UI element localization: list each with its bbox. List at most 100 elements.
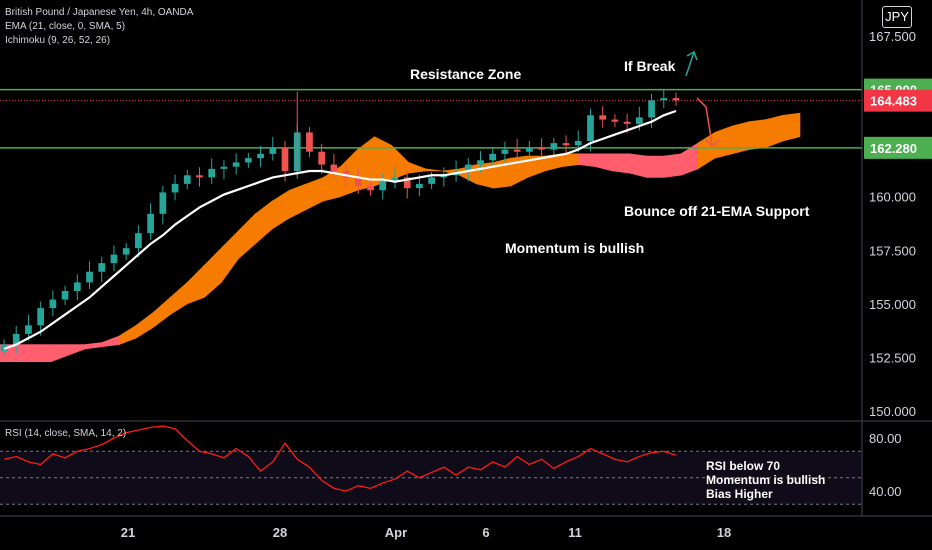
candle-body	[623, 121, 631, 124]
candle-body	[489, 153, 497, 161]
candle-body	[306, 132, 313, 152]
ichimoku-cloud-segment	[646, 155, 665, 178]
ichimoku-cloud-segment	[152, 296, 171, 329]
candle-body	[550, 143, 558, 150]
candle-body	[37, 308, 45, 326]
ichimoku-cloud-segment	[408, 161, 426, 174]
candle-body	[513, 149, 521, 152]
candle-body	[86, 271, 93, 283]
breakout-arrow-up	[685, 51, 695, 77]
ichimoku-cloud-segment	[135, 311, 154, 339]
price-tag-label: 164.483	[870, 94, 917, 109]
candle-body	[391, 177, 399, 182]
rsi-indicator-label[interactable]: RSI (14, close, SMA, 14, 2)	[5, 428, 127, 439]
candle-body	[25, 325, 32, 334]
candle-body	[135, 233, 142, 249]
rsi-tick-label: 40.00	[869, 484, 902, 499]
rsi-band	[0, 451, 862, 505]
candle-body	[61, 291, 69, 300]
ichimoku-cloud-segment	[765, 114, 784, 148]
ichimoku-cloud-segment	[493, 157, 511, 189]
ichimoku-cloud-segment	[220, 230, 239, 284]
rsi-note-line: Bias Higher	[706, 487, 773, 501]
candle-body	[574, 141, 582, 146]
ema-indicator-label[interactable]: EMA (21, close, 0, SMA, 5)	[5, 21, 126, 32]
candle-body	[648, 100, 655, 118]
symbol-title[interactable]: British Pound / Japanese Yen, 4h, OANDA	[5, 7, 194, 18]
candle-body	[354, 177, 362, 186]
ichimoku-cloud-segment	[186, 264, 205, 305]
ichimoku-cloud-segment	[697, 131, 716, 170]
rsi-note-line: RSI below 70	[706, 459, 781, 473]
rsi-tick-label: 80.00	[869, 431, 902, 446]
price-tick-label: 167.500	[869, 29, 916, 44]
ichimoku-cloud-segment	[289, 183, 307, 219]
candle-body	[49, 299, 57, 309]
candle-body	[12, 333, 20, 345]
time-tick-label: Apr	[385, 525, 407, 540]
price-tick-label: 155.000	[869, 297, 916, 312]
ichimoku-cloud-segment	[237, 213, 256, 260]
time-tick-label: 6	[482, 525, 489, 540]
bounce-arrow-down	[696, 97, 713, 145]
candle-body	[98, 263, 106, 272]
candle-body	[367, 186, 374, 191]
rsi-pane[interactable]	[0, 425, 862, 505]
if-break-label: If Break	[624, 58, 676, 74]
candle-body	[403, 177, 411, 189]
time-tick-label: 11	[568, 525, 582, 540]
ichimoku-cloud-segment	[306, 176, 324, 211]
chart-legend: British Pound / Japanese Yen, 4h, OANDA …	[5, 6, 193, 48]
price-tag[interactable]: 164.483	[864, 89, 932, 112]
candle-body	[183, 175, 191, 184]
candle-body	[416, 183, 423, 189]
candle-body	[281, 147, 289, 171]
ichimoku-cloud-segment	[612, 153, 631, 174]
price-tag[interactable]: 162.280	[864, 136, 932, 159]
candle-body	[538, 147, 545, 150]
candle-body	[110, 254, 118, 264]
ichimoku-cloud-segment	[578, 153, 597, 168]
candle-body	[147, 213, 154, 234]
candle-body	[232, 162, 240, 167]
price-tick-label: 157.500	[869, 243, 916, 258]
candle-body	[159, 192, 167, 214]
ichimoku-cloud-segment	[169, 281, 188, 316]
candle-body	[562, 143, 570, 146]
bounce-label: Bounce off 21-EMA Support	[624, 203, 810, 219]
ichimoku-cloud-segment	[561, 153, 580, 168]
candle-body	[269, 147, 277, 154]
candle-body	[464, 164, 472, 171]
candle-body	[599, 115, 607, 120]
candle-body	[587, 115, 594, 141]
price-pane[interactable]	[0, 50, 862, 363]
price-tick-label: 150.000	[869, 404, 916, 419]
time-tick-label: 18	[717, 525, 731, 540]
ichimoku-cloud-segment	[731, 121, 750, 155]
ema-line	[3, 109, 677, 350]
candle-body	[526, 147, 533, 152]
ichimoku-cloud-segment	[595, 153, 614, 172]
currency-badge[interactable]: JPY	[882, 6, 912, 28]
ichimoku-cloud-segment	[391, 144, 409, 181]
candle-body	[318, 151, 326, 165]
price-tag-label: 162.280	[870, 141, 917, 156]
price-tick-label: 152.500	[869, 350, 916, 365]
ichimoku-cloud-segment	[272, 189, 290, 230]
ichimoku-cloud-segment	[50, 344, 69, 363]
candle-body	[257, 153, 264, 159]
ichimoku-cloud-segment	[16, 344, 35, 363]
price-tag-bg	[864, 136, 932, 159]
candle-body	[220, 166, 228, 169]
candle-body	[501, 149, 509, 154]
arrow-head-up-icon	[686, 50, 698, 61]
price-tick-label: 160.000	[869, 190, 916, 205]
candle-body	[635, 117, 643, 124]
candle-body	[477, 160, 484, 165]
candle-body	[428, 177, 435, 184]
ichimoku-cloud-segment	[203, 247, 222, 299]
candle-body	[660, 98, 668, 101]
ichimoku-indicator-label[interactable]: Ichimoku (9, 26, 52, 26)	[5, 35, 111, 46]
ichimoku-cloud-segment	[782, 112, 801, 142]
